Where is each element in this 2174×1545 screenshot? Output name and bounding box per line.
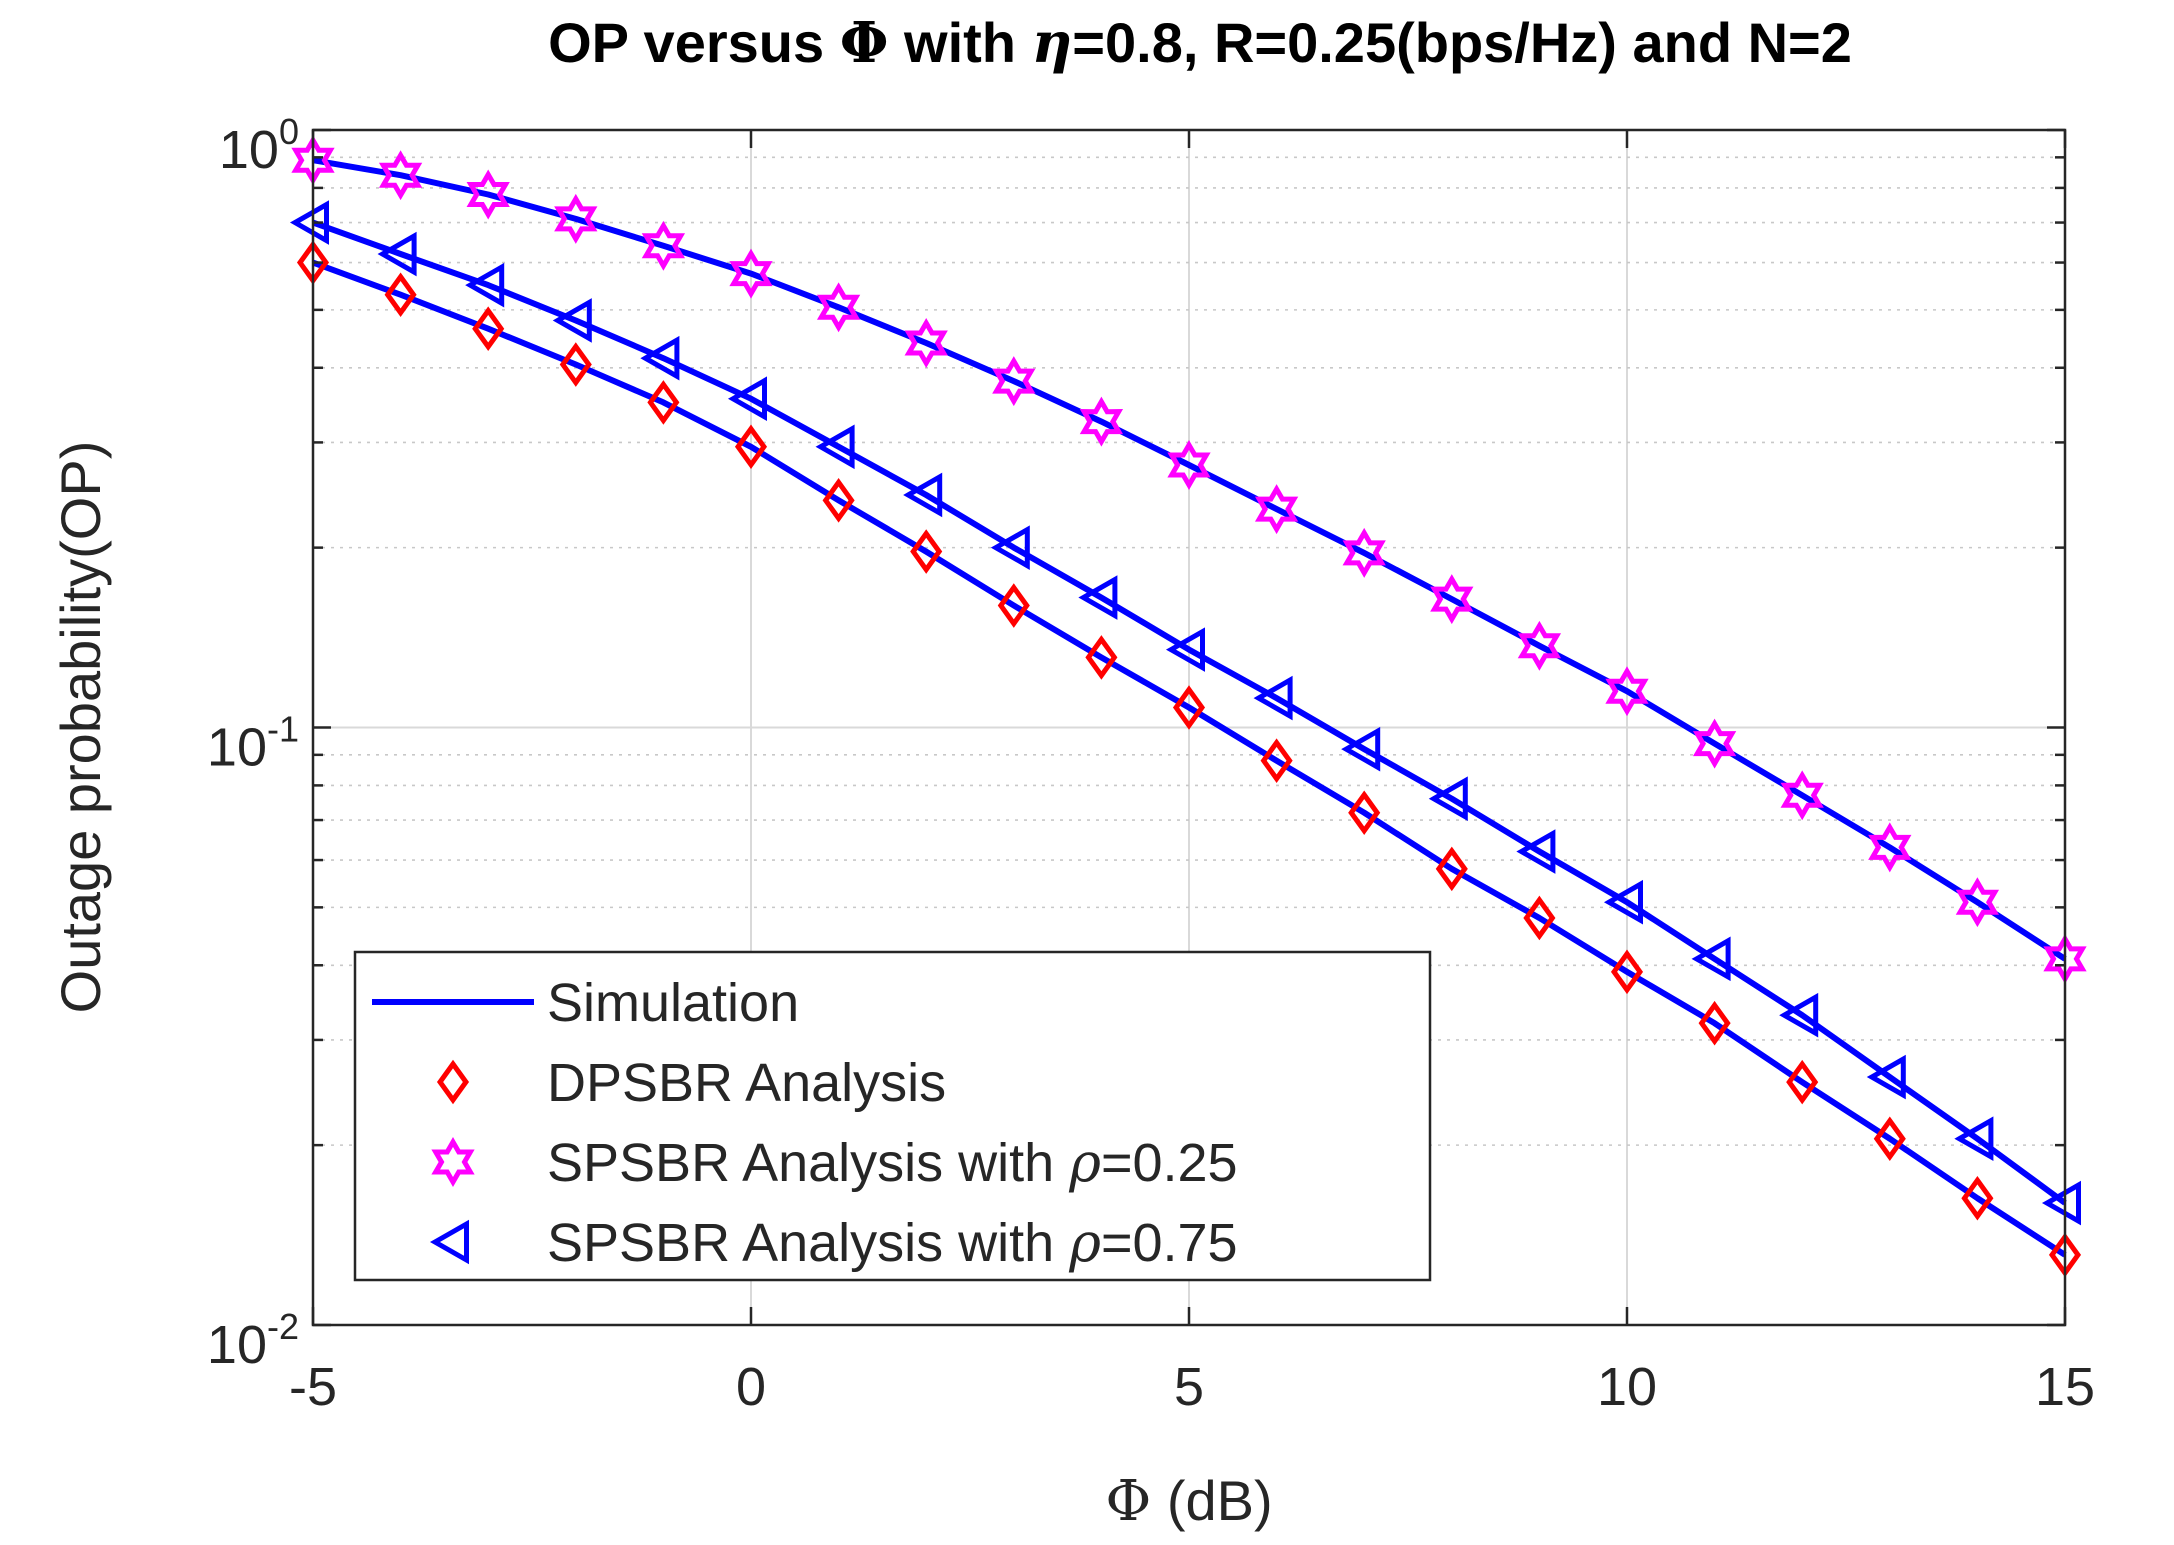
hexagram-marker (1955, 877, 2000, 928)
triangle-left-marker (1078, 575, 1118, 620)
hexagram-marker (1167, 440, 1211, 490)
triangle-left-marker (1253, 675, 1293, 721)
diamond-marker (559, 342, 592, 387)
triangle-left-marker (377, 231, 417, 277)
legend-label-spsbr-075: SPSBR Analysis with ρ=0.75 (547, 1211, 1238, 1274)
triangle-left-marker (640, 335, 680, 381)
hexagram-marker (1868, 822, 1912, 873)
x-tick-label: 15 (2035, 1357, 2095, 1417)
hexagram-marker (1605, 666, 1649, 717)
diamond-marker (472, 306, 505, 351)
hexagram-marker (1780, 770, 1824, 821)
y-tick-labels: 100 10-1 10-2 (207, 111, 299, 1375)
diamond-marker (910, 529, 943, 574)
y-tick-label: 100 (219, 111, 299, 180)
diamond-marker (1610, 949, 1644, 995)
hexagram-marker (641, 220, 686, 271)
triangle-left-marker (429, 1219, 469, 1265)
hexagram-marker (992, 356, 1036, 407)
hexagram-marker (1079, 396, 1124, 447)
series-diamond (296, 240, 2082, 1278)
diamond-marker (1260, 738, 1293, 783)
triangle-left-marker (1954, 1116, 1994, 1162)
triangle-left-marker (1516, 829, 1556, 874)
triangle-left-marker (1428, 776, 1468, 822)
legend: Simulation DPSBR Analysis SPSBR Analysis… (353, 950, 1432, 1282)
triangle-left-marker (1866, 1054, 1906, 1100)
hexagram-marker (904, 318, 948, 368)
hexagram-marker (466, 169, 510, 220)
triangle-left-marker (903, 472, 943, 518)
legend-label-simulation: Simulation (547, 973, 799, 1033)
ticks (311, 128, 2067, 1327)
triangle-left-marker (552, 298, 592, 343)
legend-marker-triangle (429, 1219, 469, 1265)
triangle-left-marker (1165, 627, 1205, 672)
x-tick-label: 5 (1174, 1357, 1204, 1417)
hexagram-marker (1430, 574, 1474, 625)
x-tick-label: 0 (736, 1357, 766, 1417)
hexagram-marker (729, 248, 773, 299)
chart-title: OP versus Φ with η=0.8, R=0.25(bps/Hz) a… (548, 10, 1852, 76)
diamond-marker (822, 478, 855, 523)
legend-label-dpsbr: DPSBR Analysis (547, 1053, 946, 1113)
x-tick-labels: -5 0 5 10 15 (289, 1357, 2095, 1417)
x-axis-label: Φ (dB) (1105, 1469, 1272, 1534)
hexagram-marker (1254, 484, 1299, 535)
hexagram-marker (431, 1137, 475, 1187)
diamond-marker (1435, 846, 1468, 892)
series-hexagram (291, 135, 2087, 984)
legend-marker-diamond (436, 1059, 470, 1105)
simulation-line (312, 157, 2067, 962)
triangle-left-marker (289, 200, 329, 245)
y-tick-label: 10-1 (207, 709, 299, 778)
hexagram-marker (1342, 527, 1386, 578)
y-axis-label: Outage probability(OP) (49, 441, 112, 1014)
series-triangle-left (289, 200, 2081, 1226)
diamond-marker (1348, 790, 1381, 836)
diamond-marker (647, 380, 680, 425)
triangle-left-marker (2041, 1180, 2081, 1226)
diamond-marker (1698, 1000, 1731, 1046)
diamond-marker (1523, 895, 1556, 941)
y-tick-label: 10-2 (207, 1306, 299, 1375)
triangle-left-marker (990, 525, 1030, 570)
grid (313, 130, 2065, 1325)
x-tick-label: 10 (1597, 1357, 1657, 1417)
diamond-marker (384, 272, 417, 318)
hexagram-marker (1692, 718, 1737, 769)
simulation-line (311, 259, 2067, 1258)
diamond-marker (436, 1059, 470, 1105)
triangle-left-marker (1779, 992, 1819, 1038)
diamond-marker (997, 583, 1030, 628)
legend-label-spsbr-025: SPSBR Analysis with ρ=0.25 (547, 1131, 1238, 1194)
diamond-marker (734, 424, 768, 470)
triangle-left-marker (465, 262, 505, 308)
diamond-marker (1786, 1059, 1819, 1105)
diamond-marker (1172, 685, 1206, 730)
simulation-line (311, 219, 2067, 1206)
x-tick-label: -5 (289, 1357, 337, 1417)
diamond-marker (1961, 1175, 1994, 1221)
legend-box (353, 950, 1432, 1282)
triangle-left-marker (1603, 879, 1643, 925)
hexagram-marker (1517, 620, 1562, 671)
diamond-marker (1085, 635, 1118, 680)
legend-marker-hexagram (431, 1137, 475, 1187)
hexagram-marker (816, 282, 861, 333)
triangle-left-marker (1341, 726, 1381, 772)
series-layer (289, 135, 2087, 1278)
triangle-left-marker (815, 424, 855, 470)
triangle-left-marker (727, 376, 767, 422)
diamond-marker (1873, 1116, 1906, 1162)
hexagram-marker (554, 193, 598, 244)
triangle-left-marker (1691, 936, 1731, 982)
hexagram-marker (378, 150, 423, 201)
